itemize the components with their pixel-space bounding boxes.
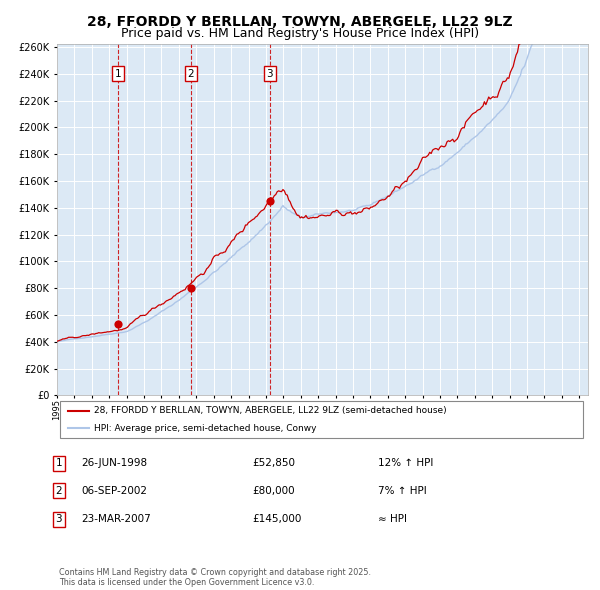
Text: 23-MAR-2007: 23-MAR-2007 [81,514,151,524]
Text: 28, FFORDD Y BERLLAN, TOWYN, ABERGELE, LL22 9LZ (semi-detached house): 28, FFORDD Y BERLLAN, TOWYN, ABERGELE, L… [94,406,447,415]
Text: £80,000: £80,000 [252,486,295,496]
Text: Contains HM Land Registry data © Crown copyright and database right 2025.
This d: Contains HM Land Registry data © Crown c… [59,568,371,587]
Point [265,196,275,206]
Text: 1: 1 [115,68,121,78]
Text: £52,850: £52,850 [252,458,295,468]
Text: 2: 2 [55,486,62,496]
Text: 28, FFORDD Y BERLLAN, TOWYN, ABERGELE, LL22 9LZ (semi-detached house): 28, FFORDD Y BERLLAN, TOWYN, ABERGELE, L… [94,406,447,415]
Text: 26-JUN-1998: 26-JUN-1998 [81,458,147,468]
Text: 2: 2 [187,68,194,78]
Text: Price paid vs. HM Land Registry's House Price Index (HPI): Price paid vs. HM Land Registry's House … [121,27,479,40]
Text: 1: 1 [55,458,62,468]
Text: 7% ↑ HPI: 7% ↑ HPI [378,486,427,496]
FancyBboxPatch shape [59,401,583,438]
Text: 28, FFORDD Y BERLLAN, TOWYN, ABERGELE, LL22 9LZ: 28, FFORDD Y BERLLAN, TOWYN, ABERGELE, L… [87,15,513,29]
Point [186,283,196,293]
Text: 3: 3 [55,514,62,524]
Point [113,320,122,329]
Text: HPI: Average price, semi-detached house, Conwy: HPI: Average price, semi-detached house,… [94,424,317,433]
Text: 3: 3 [266,68,273,78]
Text: 12% ↑ HPI: 12% ↑ HPI [378,458,433,468]
Text: £145,000: £145,000 [252,514,301,524]
Text: HPI: Average price, semi-detached house, Conwy: HPI: Average price, semi-detached house,… [94,424,317,433]
Text: 06-SEP-2002: 06-SEP-2002 [81,486,147,496]
Text: ≈ HPI: ≈ HPI [378,514,407,524]
